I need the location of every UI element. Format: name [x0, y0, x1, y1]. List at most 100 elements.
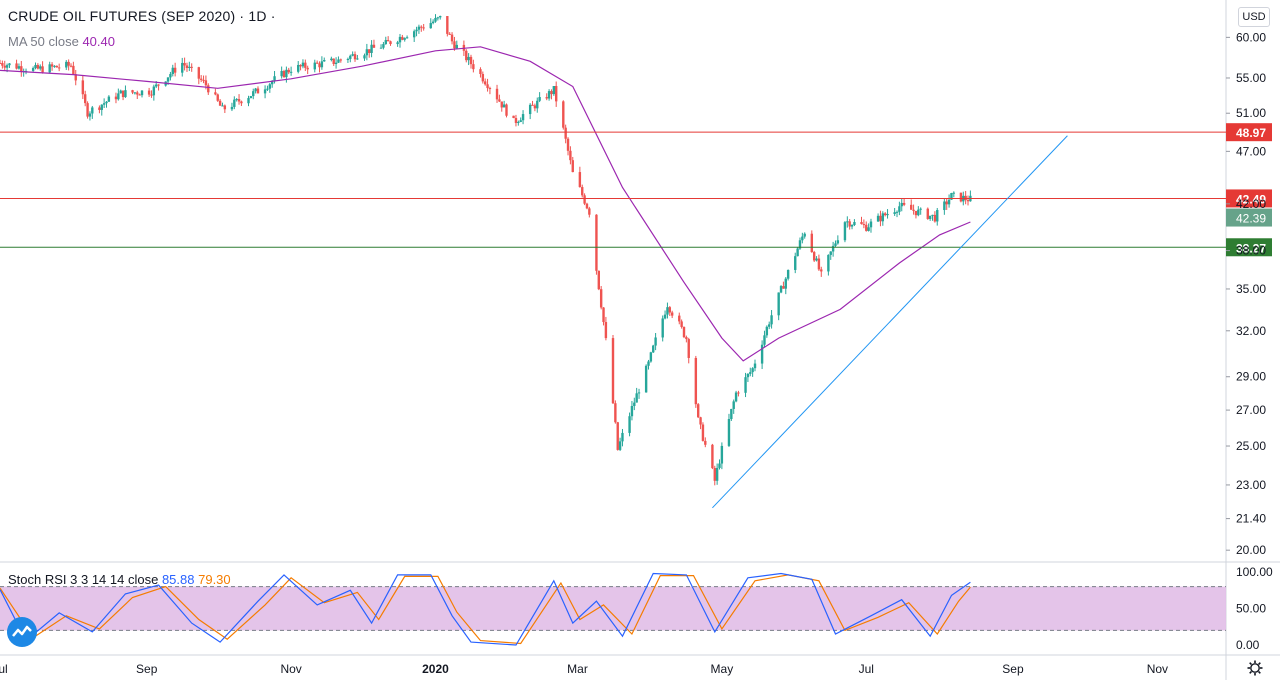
candle[interactable]	[846, 216, 849, 228]
candle[interactable]	[737, 390, 740, 397]
candle[interactable]	[190, 63, 193, 72]
candle[interactable]	[396, 40, 399, 47]
candle[interactable]	[564, 124, 567, 144]
candle[interactable]	[483, 78, 487, 86]
candle[interactable]	[150, 90, 153, 98]
candle[interactable]	[140, 90, 144, 98]
candle[interactable]	[919, 207, 922, 215]
candle[interactable]	[820, 266, 823, 277]
candle[interactable]	[280, 66, 283, 79]
candle[interactable]	[124, 85, 127, 98]
candle[interactable]	[661, 315, 664, 342]
candle[interactable]	[914, 210, 918, 219]
candle[interactable]	[1, 60, 4, 69]
candle[interactable]	[185, 62, 189, 72]
candle[interactable]	[647, 359, 650, 370]
candle[interactable]	[114, 92, 118, 104]
candle[interactable]	[467, 53, 470, 66]
candle[interactable]	[39, 64, 42, 71]
candle[interactable]	[363, 53, 366, 61]
candle[interactable]	[711, 443, 714, 470]
candle[interactable]	[368, 49, 371, 58]
candle[interactable]	[147, 87, 151, 97]
candle[interactable]	[744, 372, 747, 398]
candle[interactable]	[420, 25, 423, 32]
candle[interactable]	[649, 351, 653, 363]
candle[interactable]	[886, 209, 889, 219]
ma-legend[interactable]: MA 50 close 40.40	[8, 34, 115, 49]
candle[interactable]	[233, 96, 236, 110]
candle[interactable]	[796, 246, 799, 257]
candle[interactable]	[794, 252, 797, 274]
candle[interactable]	[313, 59, 316, 73]
candle[interactable]	[370, 40, 373, 58]
candle[interactable]	[779, 285, 783, 294]
candle[interactable]	[121, 90, 125, 101]
candle[interactable]	[157, 84, 160, 91]
candle[interactable]	[465, 49, 468, 63]
candle[interactable]	[36, 63, 40, 70]
candle[interactable]	[398, 33, 402, 48]
candle[interactable]	[812, 250, 816, 263]
candle[interactable]	[297, 61, 300, 74]
candle[interactable]	[15, 59, 18, 70]
candle[interactable]	[105, 101, 108, 108]
candle[interactable]	[207, 83, 210, 95]
tradingview-logo-icon[interactable]	[7, 617, 37, 647]
candle[interactable]	[616, 421, 619, 451]
candle[interactable]	[183, 57, 186, 71]
candle[interactable]	[306, 65, 309, 75]
candle[interactable]	[850, 224, 854, 230]
candle[interactable]	[815, 256, 818, 262]
candle[interactable]	[519, 117, 522, 123]
candle[interactable]	[670, 310, 674, 319]
candle[interactable]	[138, 93, 141, 96]
candle[interactable]	[545, 93, 548, 101]
candle[interactable]	[401, 34, 404, 41]
candle[interactable]	[900, 198, 903, 212]
candle[interactable]	[455, 40, 458, 49]
candle[interactable]	[346, 57, 350, 63]
candle[interactable]	[422, 23, 425, 31]
candle[interactable]	[389, 40, 392, 46]
candle[interactable]	[266, 85, 269, 91]
candle[interactable]	[384, 36, 387, 45]
horizontal-levels[interactable]: 48.97 42.49 38.27 42.39	[0, 123, 1272, 257]
candle[interactable]	[879, 210, 882, 227]
candle[interactable]	[249, 95, 253, 99]
candle[interactable]	[412, 29, 416, 42]
candle[interactable]	[320, 56, 324, 70]
candle[interactable]	[356, 54, 359, 60]
candle[interactable]	[829, 251, 832, 260]
candle[interactable]	[330, 56, 333, 62]
candle[interactable]	[644, 364, 648, 393]
candle[interactable]	[337, 56, 340, 63]
candle[interactable]	[301, 59, 305, 69]
candle[interactable]	[803, 232, 806, 239]
candle[interactable]	[214, 88, 217, 96]
stoch-legend[interactable]: Stoch RSI 3 3 14 14 close 85.88 79.30	[8, 572, 231, 587]
candle[interactable]	[704, 437, 707, 448]
candle[interactable]	[334, 57, 338, 69]
candle[interactable]	[282, 69, 286, 78]
candle[interactable]	[893, 207, 896, 216]
candle[interactable]	[801, 232, 804, 244]
candle[interactable]	[486, 78, 489, 92]
candle[interactable]	[694, 355, 698, 408]
candle[interactable]	[136, 90, 139, 99]
candle[interactable]	[48, 61, 51, 74]
candle[interactable]	[566, 137, 570, 156]
candle[interactable]	[881, 211, 885, 226]
candle[interactable]	[55, 65, 59, 68]
candle[interactable]	[966, 195, 970, 206]
candle[interactable]	[0, 59, 2, 64]
candle[interactable]	[550, 89, 553, 100]
candle[interactable]	[727, 413, 731, 448]
candle[interactable]	[417, 24, 421, 34]
candle[interactable]	[17, 63, 21, 70]
candle[interactable]	[786, 269, 790, 281]
candlestick-series[interactable]	[0, 14, 972, 486]
candle[interactable]	[171, 64, 174, 77]
candle[interactable]	[84, 90, 87, 107]
candle[interactable]	[536, 97, 539, 113]
